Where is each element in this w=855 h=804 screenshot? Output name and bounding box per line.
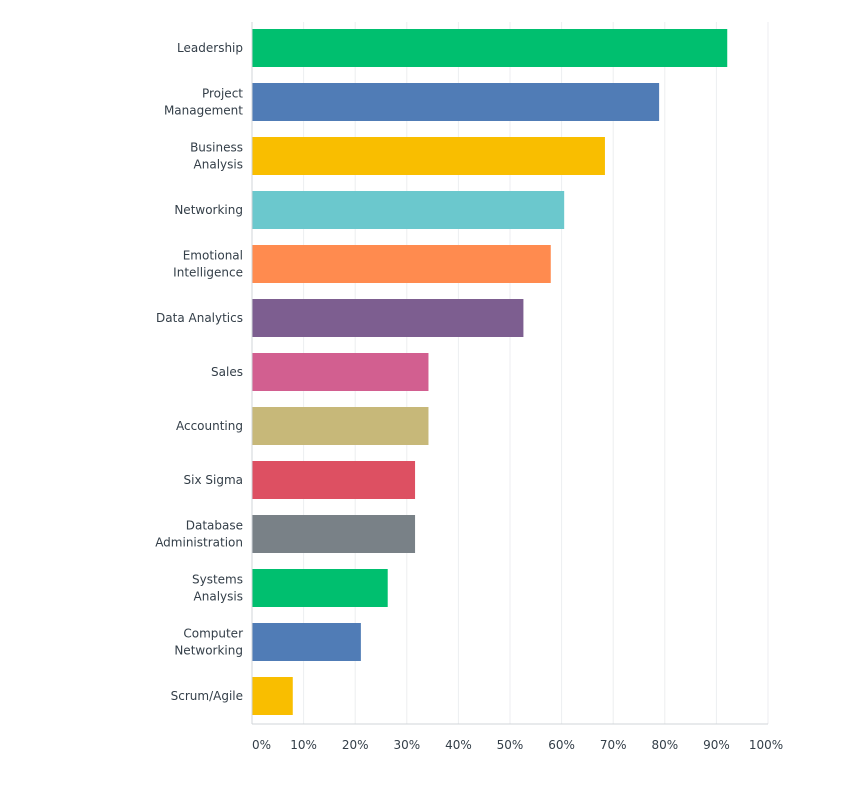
category-label: Scrum/Agile xyxy=(171,689,243,703)
x-tick-label: 10% xyxy=(290,738,317,752)
bar[interactable] xyxy=(252,407,429,445)
category-label: Business Analysis xyxy=(190,141,243,172)
x-tick-label: 90% xyxy=(703,738,730,752)
x-tick-label: 80% xyxy=(651,738,678,752)
category-label: Computer Networking xyxy=(174,627,243,658)
bar[interactable] xyxy=(252,569,388,607)
x-tick-label: 50% xyxy=(497,738,524,752)
category-label: Networking xyxy=(174,203,243,217)
x-tick-label: 60% xyxy=(548,738,575,752)
x-tick-label: 40% xyxy=(445,738,472,752)
category-label: Systems Analysis xyxy=(192,573,243,604)
category-label: Leadership xyxy=(177,41,243,55)
x-tick-labels: 0% 10% 20% 30% 40% 50% 60% 70% 80% 90% 100% xyxy=(252,738,783,752)
category-label: Six Sigma xyxy=(184,473,243,487)
bar[interactable] xyxy=(252,353,429,391)
bar[interactable] xyxy=(252,515,416,553)
category-label: Project Management xyxy=(164,87,243,118)
bar[interactable] xyxy=(252,623,361,661)
bar[interactable] xyxy=(252,83,660,121)
bar[interactable] xyxy=(252,461,416,499)
x-tick-label: 100% xyxy=(749,738,783,752)
bar[interactable] xyxy=(252,299,524,337)
category-label: Data Analytics xyxy=(156,311,243,325)
category-label: Sales xyxy=(211,365,243,379)
x-tick-label: 0% xyxy=(252,738,271,752)
category-labels: Leadership Project Management Business Analy… xyxy=(155,41,243,703)
x-tick-label: 30% xyxy=(393,738,420,752)
category-label: Database Administration xyxy=(155,519,243,550)
bar[interactable] xyxy=(252,677,293,715)
bars xyxy=(252,29,728,715)
category-label: Emotional Intelligence xyxy=(173,249,243,280)
bar[interactable] xyxy=(252,137,605,175)
x-tick-label: 70% xyxy=(600,738,627,752)
bar[interactable] xyxy=(252,245,551,283)
x-tick-label: 20% xyxy=(342,738,369,752)
bar[interactable] xyxy=(252,29,728,67)
bar[interactable] xyxy=(252,191,565,229)
axes xyxy=(251,22,768,725)
category-label: Accounting xyxy=(176,419,243,433)
